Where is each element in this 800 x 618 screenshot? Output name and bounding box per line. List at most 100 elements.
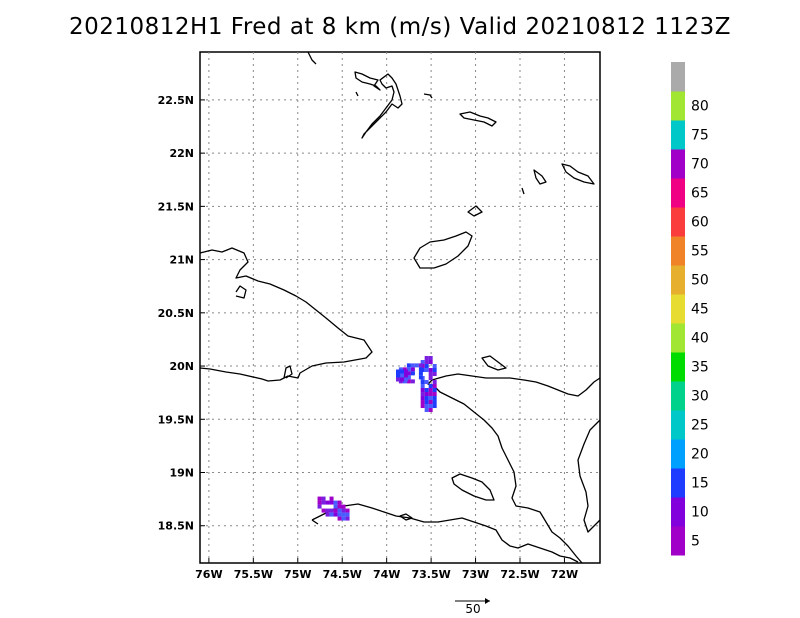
island-long [354,71,381,91]
colorbar-segment [671,294,685,324]
wind-cell [404,373,408,378]
wind-cell [432,364,437,369]
wind-cell [428,392,433,397]
wind-cell [410,379,415,384]
grid-lines [200,52,600,563]
colorbar-label: 20 [691,447,709,463]
wind-cell [345,516,350,521]
haiti-islet [399,513,413,521]
wind-cells [317,356,437,521]
latitude-labels: 18.5N 19N 19.5N 20N 20.5N 21N 21.5N 22N 22.5N [158,94,205,533]
island-mayaguana-west [533,169,547,185]
wind-cell [418,375,423,380]
wind-cell [428,356,433,361]
wind-cell [329,500,334,505]
wind-cell [337,500,342,505]
wind-cell [333,500,338,505]
island-tiny [521,187,525,195]
wind-cell [404,377,408,382]
wind-cell [345,512,350,517]
wind-cell [396,377,400,382]
colorbar-segment [671,439,685,469]
dr-east-border [577,419,601,533]
wind-cell [424,360,429,365]
wind-cell [420,400,425,405]
colorbar-label: 10 [691,505,709,521]
wind-cell [428,408,433,413]
coastlines [199,51,601,564]
haiti-north-cape [481,355,507,371]
wind-cell [404,369,408,374]
wind-cell [333,504,338,509]
wind-cell [402,367,407,372]
wind-cell [317,504,322,509]
colorbar-label: 15 [691,476,709,492]
reference-vector-label: 50 [465,602,480,616]
colorbar-label: 80 [691,99,709,115]
wind-cell [432,380,437,385]
colorbar-label: 65 [691,186,709,202]
wind-cell [424,392,429,397]
wind-cell [428,388,433,393]
wind-cell [333,508,338,513]
wind-cell [424,368,429,373]
island-chain [361,73,403,139]
latitude-tick-label: 21.5N [158,200,194,213]
wind-cell [432,368,437,373]
colorbar-label: 70 [691,157,709,173]
longitude-tick-label: 73.5W [411,568,450,581]
latitude-tick-label: 20N [169,360,194,373]
colorbar-segment [671,352,685,382]
wind-cell [424,408,429,413]
wind-cell [410,371,415,376]
colorbar-label: 75 [691,128,709,144]
wind-cell [341,512,346,517]
wind-cell [420,404,425,409]
longitude-labels: 76W 75.5W 75W 74.5W 74W 73.5W 73W 72.5W 72W [195,558,578,581]
colorbar-label: 40 [691,331,709,347]
island-small-3 [467,205,483,217]
cuba-coastline [199,247,373,382]
wind-cell [420,380,425,385]
colorbar-segment [671,62,685,92]
wind-cell [410,367,415,372]
wind-cell [345,508,350,513]
wind-cell [325,512,330,517]
wind-cell [400,377,404,382]
plot-area [199,51,601,564]
latitude-tick-label: 22N [169,147,194,160]
wind-cell [424,400,429,405]
wind-cell [428,404,433,409]
wind-cell [317,500,322,505]
wind-cell [341,516,346,521]
latitude-tick-label: 19N [169,467,194,480]
colorbar-segment [671,323,685,353]
wind-cell [337,512,342,517]
colorbar-label: 50 [691,273,709,289]
wind-cell [396,373,400,378]
wind-cell [406,367,411,372]
haiti-south-coast [311,503,579,563]
wind-cell [424,380,429,385]
island-mayaguana-east [561,163,595,185]
wind-cell [341,508,346,513]
wind-cell [424,388,429,393]
colorbar-segment [671,526,685,556]
wind-cell [337,508,342,513]
colorbar-label: 55 [691,244,709,260]
colorbar-label: 35 [691,360,709,376]
wind-cell [428,396,433,401]
wind-cell [329,512,334,517]
wind-cell [428,376,433,381]
wind-cell [424,364,429,369]
colorbar-segment [671,207,685,237]
island-small-2 [423,93,433,99]
wind-cell [432,388,437,393]
colorbar: 5 10 15 20 25 30 35 40 45 50 55 60 65 70 75 80 [671,62,709,556]
cuba-cape [235,285,247,299]
wind-cell [329,496,334,501]
longitude-tick-label: 75.5W [234,568,273,581]
latitude-tick-label: 20.5N [158,307,194,320]
island-great-inagua [413,231,473,269]
